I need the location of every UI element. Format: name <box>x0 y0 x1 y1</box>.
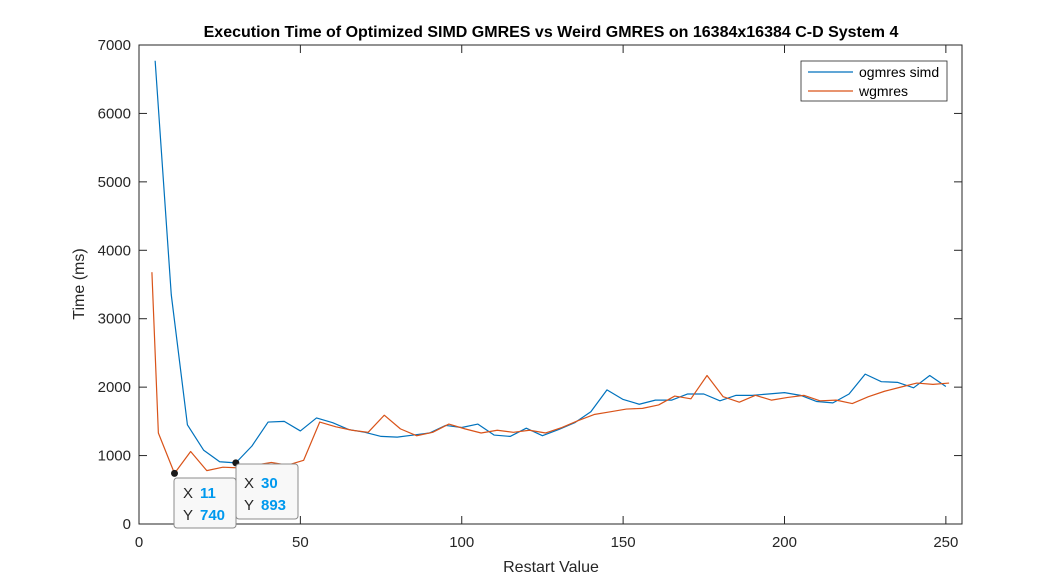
datatip-x-value: 11 <box>200 485 216 502</box>
datatip-box <box>235 463 299 520</box>
series-line-wgmres <box>151 272 950 474</box>
y-tick-label: 7000 <box>98 37 131 54</box>
y-tick-label: 0 <box>123 516 131 533</box>
x-tick-label: 200 <box>772 534 797 551</box>
series-layer <box>151 60 950 474</box>
y-tick-label: 6000 <box>98 105 131 122</box>
datatip-marker[interactable] <box>171 469 178 477</box>
y-tick-label: 2000 <box>98 379 131 396</box>
datatip-x-key: X <box>183 485 193 502</box>
datatip-2[interactable]: X 30 Y 893 <box>232 459 299 520</box>
ticks-layer <box>138 44 962 525</box>
datatip-y-value: 740 <box>200 507 225 524</box>
y-tick-label: 3000 <box>98 311 131 328</box>
x-tick-label: 150 <box>611 534 636 551</box>
legend-box <box>800 60 948 102</box>
datatip-y-value: 893 <box>261 497 286 514</box>
y-axis-label: Time (ms) <box>71 248 88 319</box>
legend-label-wgmres: wgmres <box>858 83 908 99</box>
legend[interactable]: ogmres simd wgmres <box>800 60 948 102</box>
x-tick-label: 250 <box>933 534 958 551</box>
datatip-y-key: Y <box>183 507 193 524</box>
datatip-x-key: X <box>244 475 254 492</box>
chart-title: Execution Time of Optimized SIMD GMRES v… <box>204 24 899 41</box>
series-line-ogmres-simd <box>154 60 947 464</box>
x-tick-label: 50 <box>292 534 309 551</box>
datatip-1[interactable]: X 11 Y 740 <box>171 469 237 529</box>
x-tick-label: 100 <box>449 534 474 551</box>
y-tick-label: 4000 <box>98 242 131 259</box>
x-tick-label: 0 <box>135 534 143 551</box>
y-tick-label: 1000 <box>98 448 131 465</box>
plot-area <box>139 45 962 524</box>
y-tick-label: 5000 <box>98 174 131 191</box>
datatip-x-value: 30 <box>261 475 278 492</box>
tick-labels-layer: 0 50 100 150 200 250 0 1000 2000 3000 4000 5000 6000… <box>98 37 959 551</box>
legend-label-ogmres-simd: ogmres simd <box>859 64 939 80</box>
datatip-y-key: Y <box>244 497 254 514</box>
x-axis-label: Restart Value <box>503 559 599 576</box>
